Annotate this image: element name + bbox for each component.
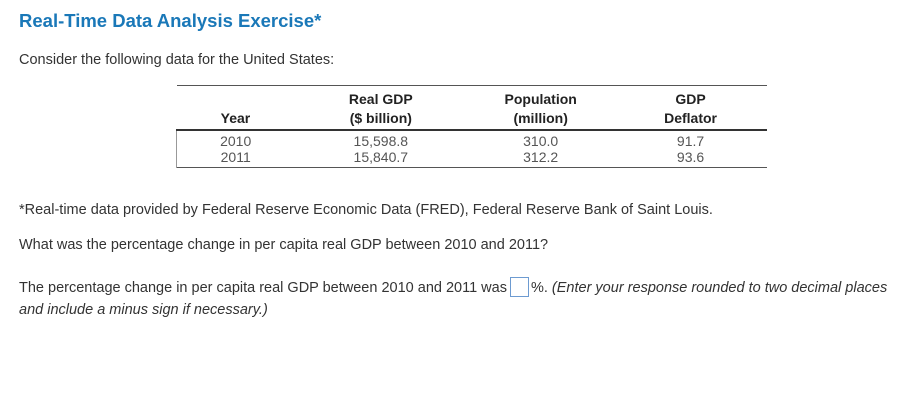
cell-population: 312.2 <box>523 149 559 165</box>
cell-real-gdp: 15,598.8 <box>353 133 409 149</box>
cell-deflator: 91.7 <box>676 133 705 149</box>
cell-population: 310.0 <box>523 133 559 149</box>
header-year: Year <box>177 86 295 131</box>
data-table: Year Real GDP ($ billion) Population (mi… <box>176 85 767 168</box>
header-real-gdp-line1: Real GDP <box>348 91 413 107</box>
answer-suffix: %. <box>530 280 548 296</box>
question-text: What was the percentage change in per ca… <box>19 237 549 253</box>
table-header-row: Year Real GDP ($ billion) Population (mi… <box>176 85 767 131</box>
footnote: *Real-time data provided by Federal Rese… <box>19 202 713 218</box>
header-population-line1: Population <box>504 91 577 107</box>
header-population: Population (million) <box>467 86 614 131</box>
table-header: Year Real GDP ($ billion) Population (mi… <box>176 85 767 131</box>
cell-real-gdp: 15,840.7 <box>353 149 409 165</box>
intro-text: Consider the following data for the Unit… <box>19 52 335 68</box>
header-deflator-line1: GDP <box>675 91 706 107</box>
table-body: 2010 15,598.8 310.0 91.7 2011 15,840.7 3… <box>176 130 768 168</box>
header-deflator: GDP Deflator <box>614 86 767 131</box>
table-row: 2010 15,598.8 310.0 91.7 <box>176 130 768 149</box>
answer-instruction: (Enter your response rounded to two deci… <box>19 280 888 318</box>
header-real-gdp: Real GDP ($ billion) <box>294 86 467 131</box>
table-row: 2011 15,840.7 312.2 93.6 <box>176 149 767 168</box>
answer-prefix: The percentage change in per capita real… <box>19 280 507 296</box>
cell-deflator: 93.6 <box>676 149 705 165</box>
answer-input[interactable] <box>509 277 529 297</box>
answer-sentence: The percentage change in per capita real… <box>19 277 899 321</box>
cell-year: 2011 <box>176 149 295 168</box>
header-year-label: Year <box>220 110 251 126</box>
header-population-line2: (million) <box>513 110 568 126</box>
cell-year: 2010 <box>176 130 295 149</box>
page-title: Real-Time Data Analysis Exercise* <box>19 10 322 31</box>
header-deflator-line2: Deflator <box>664 110 717 126</box>
header-real-gdp-line2: ($ billion) <box>349 110 412 126</box>
